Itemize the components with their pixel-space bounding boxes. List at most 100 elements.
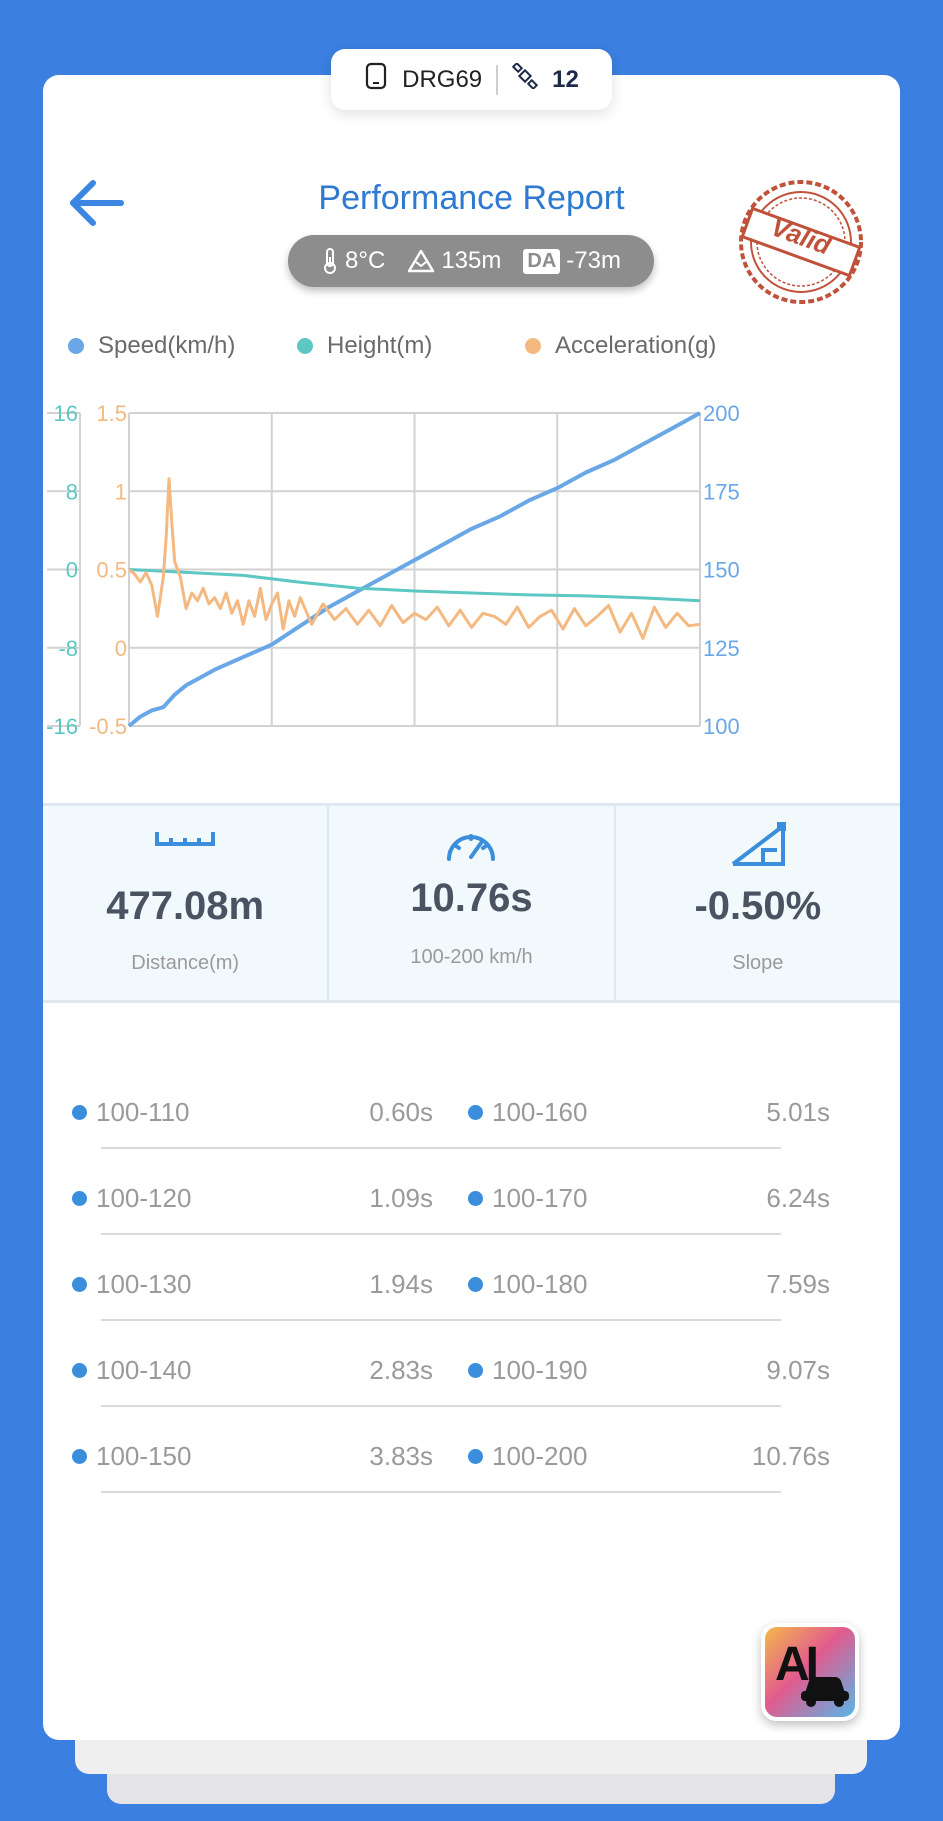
- distance-label: Distance(m): [131, 952, 240, 974]
- row-divider: [101, 1233, 781, 1235]
- density-altitude-value: -73m: [566, 247, 621, 274]
- bullet-icon: [468, 1191, 483, 1206]
- legend-acceleration[interactable]: Acceleration(g): [525, 332, 716, 360]
- split-row: 100-140 2.83s 100-190 9.07s: [43, 1333, 900, 1419]
- slope-label: Slope: [732, 952, 784, 974]
- split-row: 100-150 3.83s 100-200 10.76s: [43, 1419, 900, 1505]
- split-time: 0.60s: [369, 1097, 433, 1127]
- stat-slope: -0.50% Slope: [616, 806, 900, 1000]
- tick-label-acceleration: 1.5: [96, 401, 127, 426]
- split-time: 5.01s: [766, 1097, 830, 1127]
- tick-label-speed: 200: [703, 401, 740, 426]
- stat-time: 10.76s 100-200 km/h: [329, 806, 616, 1000]
- split-range: 100-150: [96, 1441, 192, 1471]
- split-time: 1.09s: [369, 1183, 433, 1213]
- device-status-pill[interactable]: DRG69 12: [331, 49, 612, 110]
- back-button[interactable]: [63, 175, 133, 245]
- split-range: 100-140: [96, 1355, 192, 1385]
- mountain-icon: [408, 249, 435, 273]
- density-altitude-label: DA: [523, 248, 561, 274]
- split-row: 100-110 0.60s 100-160 5.01s: [43, 1075, 900, 1161]
- series-line-height: [128, 568, 701, 603]
- tick-label-acceleration: 1: [115, 479, 127, 504]
- satellite-icon: [511, 61, 539, 96]
- divider: [496, 64, 499, 95]
- row-divider: [101, 1147, 781, 1149]
- legend-label-height: Height(m): [327, 332, 433, 359]
- density-altitude-item: DA -73m: [523, 247, 621, 275]
- valid-stamp: Valid: [736, 177, 866, 307]
- tick-label-height: 8: [66, 479, 78, 504]
- legend-label-acceleration: Acceleration(g): [555, 332, 717, 359]
- performance-chart: 16 8 0 -8 -16 1.5 1 0.5 0 -0.5 200 175 150 125 100: [46, 401, 740, 739]
- bullet-icon: [72, 1363, 87, 1378]
- split-row: 100-130 1.94s 100-180 7.59s: [43, 1247, 900, 1333]
- time-label: 100-200 km/h: [410, 946, 533, 968]
- time-value: 10.76s: [410, 876, 533, 920]
- split-range: 100-180: [492, 1269, 588, 1299]
- slope-value: -0.50%: [694, 884, 822, 928]
- tick-label-acceleration: -0.5: [89, 714, 127, 739]
- split-time: 7.59s: [766, 1269, 830, 1299]
- performance-report-card: Performance Report 8°C 135m DA -73m: [43, 75, 900, 1740]
- temperature-value: 8°C: [345, 247, 386, 274]
- legend-label-speed: Speed(km/h): [98, 332, 236, 359]
- legend-dot-speed: [68, 338, 84, 354]
- split-range: 100-160: [492, 1097, 588, 1127]
- satellite-count: 12: [552, 65, 579, 93]
- distance-value: 477.08m: [106, 884, 265, 928]
- bullet-icon: [468, 1277, 483, 1292]
- split-time: 1.94s: [369, 1269, 433, 1299]
- phone-icon: [364, 62, 388, 97]
- split-range: 100-190: [492, 1355, 588, 1385]
- tick-label-acceleration: 0.5: [96, 558, 127, 583]
- valid-stamp-icon: [739, 180, 863, 304]
- split-time: 10.76s: [751, 1441, 830, 1471]
- bullet-icon: [72, 1191, 87, 1206]
- split-time: 3.83s: [369, 1441, 433, 1471]
- ai-assistant-button[interactable]: AI: [761, 1623, 859, 1721]
- tick-label-height: 16: [54, 401, 78, 426]
- bullet-icon: [72, 1449, 87, 1464]
- altitude-value: 135m: [441, 247, 502, 274]
- altitude-item: 135m: [407, 247, 501, 275]
- legend-height[interactable]: Height(m): [297, 332, 432, 360]
- tick-label-height: -8: [58, 636, 78, 661]
- row-divider: [101, 1405, 781, 1407]
- split-range: 100-130: [96, 1269, 192, 1299]
- speedometer-icon: [447, 834, 496, 861]
- split-row: 100-120 1.09s 100-170 6.24s: [43, 1161, 900, 1247]
- tick-label-acceleration: 0: [115, 636, 127, 661]
- series-line-acceleration: [128, 477, 701, 640]
- split-time: 6.24s: [766, 1183, 830, 1213]
- conditions-badge: 8°C 135m DA -73m: [288, 235, 654, 287]
- split-range: 100-120: [96, 1183, 192, 1213]
- split-time: 2.83s: [369, 1355, 433, 1385]
- car-icon: [801, 1677, 849, 1707]
- arrow-left-icon: [70, 180, 124, 226]
- bullet-icon: [468, 1363, 483, 1378]
- slope-icon: [731, 822, 786, 866]
- legend-dot-height: [297, 338, 313, 354]
- bullet-icon: [72, 1105, 87, 1120]
- tick-label-speed: 175: [703, 479, 740, 504]
- page-title: Performance Report: [318, 179, 625, 217]
- tick-label-height: -16: [46, 714, 78, 739]
- legend-dot-acceleration: [525, 338, 541, 354]
- tick-label-speed: 125: [703, 636, 740, 661]
- bullet-icon: [468, 1449, 483, 1464]
- stat-distance: 477.08m Distance(m): [43, 806, 330, 1000]
- ruler-icon: [155, 832, 216, 846]
- chart-legend: Speed(km/h) Height(m) Acceleration(g): [68, 332, 868, 362]
- tick-label-speed: 150: [703, 558, 740, 583]
- device-name: DRG69: [402, 65, 483, 93]
- tick-label-speed: 100: [703, 714, 740, 739]
- thermometer-icon: [324, 248, 337, 274]
- stats-panel: 477.08m Distance(m) 10.76s 100-200 km/h: [43, 803, 900, 1003]
- bullet-icon: [468, 1105, 483, 1120]
- bullet-icon: [72, 1277, 87, 1292]
- split-range: 100-170: [492, 1183, 588, 1213]
- legend-speed[interactable]: Speed(km/h): [68, 332, 235, 360]
- row-divider: [101, 1491, 781, 1493]
- split-range: 100-200: [492, 1441, 588, 1471]
